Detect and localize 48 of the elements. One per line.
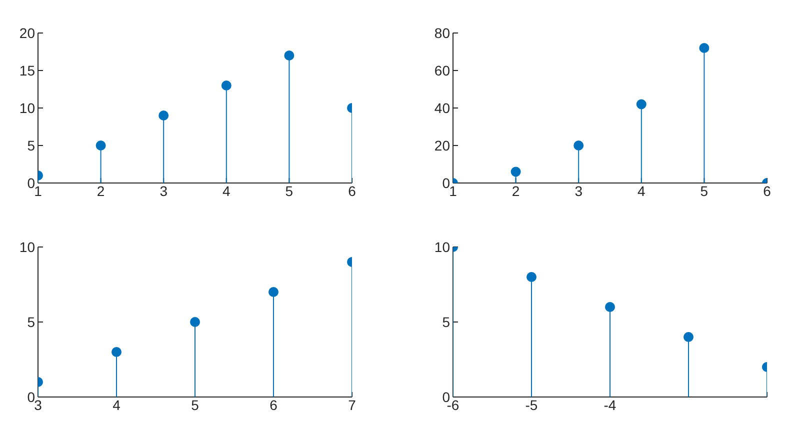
y-tick-label: 10 [19, 238, 36, 255]
point [605, 302, 615, 312]
y-tick-label: 20 [434, 137, 450, 154]
y-tick-label: 5 [27, 137, 36, 154]
point [574, 140, 584, 150]
point [112, 347, 122, 357]
y-tick-label: 0 [442, 174, 450, 191]
x-tick-label: 1 [449, 182, 458, 199]
y-tick-label: 20 [19, 24, 36, 41]
x-tick-label: 2 [96, 182, 105, 199]
point [699, 43, 710, 53]
point [221, 80, 232, 90]
y-tick-label: 15 [19, 62, 36, 78]
point [158, 110, 169, 120]
x-tick-label: 3 [34, 396, 42, 413]
x-tick-label: 5 [285, 182, 294, 199]
x-tick-label: 4 [112, 396, 121, 413]
x-tick-label: -4 [604, 396, 616, 413]
y-tick-label: 5 [27, 314, 36, 330]
point [636, 99, 646, 110]
y-tick-label: 0 [27, 388, 36, 405]
x-tick-label: 7 [348, 396, 356, 413]
point [96, 140, 106, 150]
x-tick-label: 6 [270, 396, 278, 413]
point [284, 50, 294, 60]
point [268, 287, 278, 297]
point [526, 272, 536, 282]
x-tick-label: 5 [191, 396, 200, 413]
x-tick-label: 3 [160, 182, 168, 199]
x-tick-label: 4 [638, 182, 646, 199]
x-tick-label: 4 [222, 182, 230, 199]
y-tick-label: 60 [434, 62, 450, 78]
y-tick-label: 80 [434, 24, 450, 41]
y-tick-label: 40 [434, 100, 450, 116]
x-tick-label: 6 [763, 182, 772, 199]
x-tick-label: 2 [512, 182, 520, 199]
y-tick-label: 0 [27, 174, 36, 191]
x-tick-label: 6 [348, 182, 356, 199]
point [684, 332, 694, 342]
y-tick-label: 10 [19, 100, 36, 116]
x-tick-label: 5 [700, 182, 708, 199]
y-tick-label: 5 [442, 314, 450, 330]
point [510, 166, 521, 177]
point [190, 317, 200, 327]
x-tick-label: 1 [34, 182, 42, 199]
x-tick-label: 3 [574, 182, 583, 199]
x-tick-label: -5 [525, 396, 538, 413]
y-tick-label: 10 [434, 238, 450, 255]
